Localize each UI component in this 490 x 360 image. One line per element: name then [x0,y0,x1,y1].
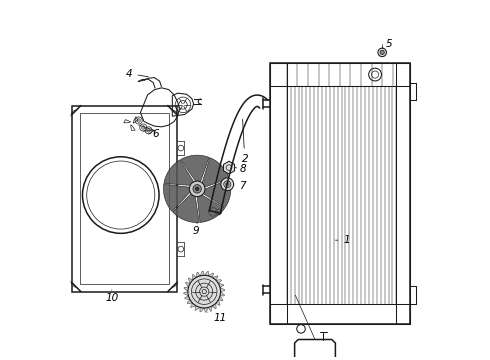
Polygon shape [184,287,189,292]
Circle shape [147,129,150,132]
Text: 7: 7 [234,181,246,192]
Circle shape [224,181,231,188]
Circle shape [225,183,229,186]
Circle shape [188,275,220,308]
Polygon shape [219,296,223,301]
Polygon shape [208,273,214,278]
Polygon shape [188,278,193,283]
Polygon shape [204,307,208,312]
Polygon shape [196,272,200,278]
Circle shape [380,50,384,54]
Polygon shape [187,300,193,303]
Circle shape [137,119,141,122]
Polygon shape [220,287,225,292]
Polygon shape [203,179,231,207]
Text: 4: 4 [126,69,148,79]
Text: 1: 1 [336,235,350,245]
Circle shape [193,185,201,193]
Polygon shape [164,184,191,211]
Circle shape [189,181,205,197]
Polygon shape [173,193,199,222]
Polygon shape [197,195,225,222]
Text: 2: 2 [242,119,248,164]
Polygon shape [220,292,224,296]
Circle shape [221,178,234,191]
Text: 9: 9 [192,222,198,237]
Polygon shape [212,303,216,309]
Polygon shape [186,282,190,287]
Polygon shape [202,158,229,187]
Text: 6: 6 [152,129,159,139]
Polygon shape [184,292,189,296]
Text: 3: 3 [0,359,1,360]
Text: 8: 8 [235,165,246,174]
Polygon shape [164,160,194,185]
Polygon shape [216,280,221,283]
Polygon shape [208,306,212,311]
Polygon shape [200,307,204,312]
Text: 11: 11 [208,312,226,323]
Text: 10: 10 [105,290,119,303]
Polygon shape [223,161,235,174]
Circle shape [378,48,387,57]
Polygon shape [200,271,204,276]
Text: 5: 5 [382,39,392,49]
Circle shape [196,187,199,191]
Polygon shape [191,303,196,307]
Polygon shape [219,283,224,287]
Polygon shape [181,155,209,183]
Polygon shape [216,300,220,305]
Polygon shape [185,296,190,300]
Polygon shape [212,276,218,280]
Polygon shape [193,274,196,280]
Circle shape [142,126,145,129]
Polygon shape [204,271,209,276]
Polygon shape [195,306,200,310]
